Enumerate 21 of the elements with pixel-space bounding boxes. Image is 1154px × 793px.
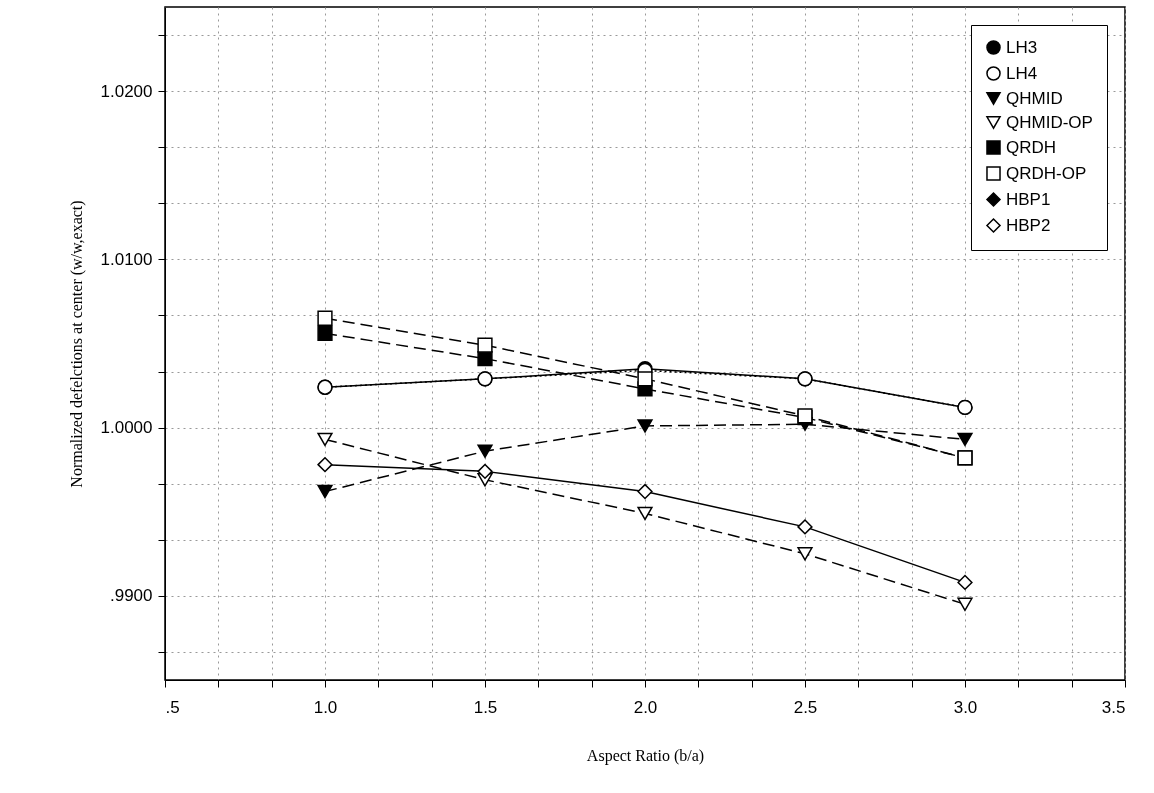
x-tick-label: 3.0 bbox=[953, 697, 978, 717]
legend-label: QHMID bbox=[1006, 88, 1063, 108]
legend-label: LH4 bbox=[1006, 63, 1038, 83]
y-tick-label: 1.0000 bbox=[100, 418, 153, 438]
y-axis-title: Normalized defelctions at center (w/w,exact) bbox=[67, 200, 86, 488]
x-axis-title: Aspect Ratio (b/a) bbox=[586, 746, 705, 765]
x-tick-label: 1.0 bbox=[313, 697, 338, 717]
legend-label: QRDH bbox=[1006, 137, 1057, 157]
x-tick-label: 3.5 bbox=[1101, 697, 1126, 717]
legend-label: HBP2 bbox=[1006, 215, 1051, 235]
legend-label: LH3 bbox=[1006, 37, 1038, 57]
x-tick-label: 2.5 bbox=[793, 697, 818, 717]
legend-label: QRDH-OP bbox=[1006, 163, 1087, 183]
y-tick-label: 1.0200 bbox=[100, 81, 153, 101]
y-tick-label: 1.0100 bbox=[100, 249, 153, 269]
x-tick-label: .5 bbox=[165, 697, 180, 717]
y-tick-label: .9900 bbox=[109, 586, 153, 606]
x-tick-label: 1.5 bbox=[473, 697, 498, 717]
legend-label: QHMID-OP bbox=[1006, 112, 1093, 132]
x-tick-label: 2.0 bbox=[633, 697, 658, 717]
legend-label: HBP1 bbox=[1006, 189, 1051, 209]
